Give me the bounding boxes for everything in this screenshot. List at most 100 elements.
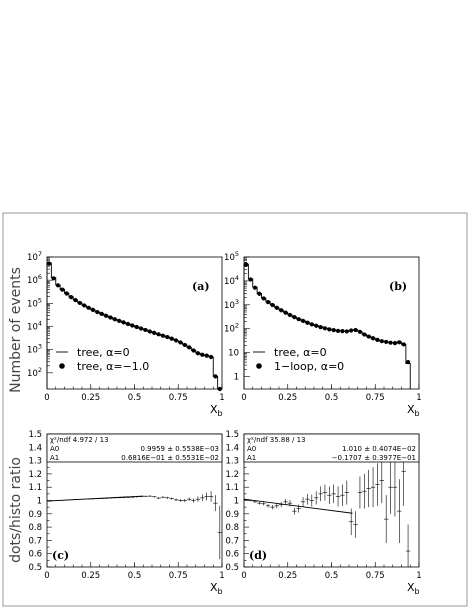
- data-point: [60, 287, 65, 292]
- data-point: [353, 327, 358, 333]
- y-tick-label: 1: [37, 497, 42, 507]
- data-point: [257, 291, 262, 296]
- fit-a1-value: −0.1707 ± 0.3977E−01: [332, 454, 416, 462]
- data-point: [287, 312, 293, 318]
- x-tick-label: 0.25: [278, 571, 297, 581]
- data-point: [392, 340, 398, 346]
- y-tick-label: 103: [224, 298, 239, 311]
- data-point: [252, 285, 258, 290]
- y-tick-label: 0.7: [28, 536, 42, 546]
- data-point: [248, 277, 253, 282]
- x-tick-label: 0.5: [128, 393, 142, 403]
- y-axis-label-bottom: dots/histo ratio: [8, 457, 24, 563]
- y-tick-label: 0.8: [28, 523, 42, 533]
- data-point: [165, 334, 170, 340]
- y-tick-label: 1.4: [225, 443, 239, 453]
- y-tick-label: 1.3: [28, 457, 42, 467]
- y-tick-exponent: 3: [38, 343, 42, 351]
- y-tick-exponent: 3: [235, 298, 239, 306]
- data-point: [117, 318, 122, 323]
- y-tick-base: 10: [27, 253, 38, 263]
- y-tick-label: 1: [234, 373, 239, 383]
- panel-a: 0 0.25 0.5 0.75 1Xb102103104105106107(a)tree…: [27, 250, 225, 418]
- data-point: [112, 317, 117, 322]
- data-point: [108, 315, 113, 320]
- data-point: [173, 338, 179, 343]
- y-tick-base: 10: [224, 277, 235, 287]
- y-tick-exponent: 2: [235, 322, 239, 330]
- data-point: [397, 340, 402, 345]
- data-point: [55, 283, 61, 288]
- data-point: [182, 342, 187, 348]
- x-tick-label: 0.75: [169, 571, 188, 581]
- legend-entry: tree, α=0: [274, 346, 327, 359]
- data-point: [160, 333, 166, 338]
- fit-a0-value: 0.9959 ± 0.5538E−03: [141, 445, 220, 453]
- y-tick-base: 10: [27, 276, 38, 286]
- fit-a0-value: 1.010 ± 0.4074E−02: [342, 445, 416, 453]
- fit-stats-box: [243, 433, 420, 463]
- y-tick-label: 10: [228, 349, 239, 359]
- data-point: [357, 329, 363, 334]
- data-point: [187, 345, 192, 350]
- y-tick-base: 10: [224, 253, 235, 263]
- fit-a1-label: A1: [50, 454, 59, 462]
- x-axis-label-subscript: b: [218, 587, 223, 596]
- data-point: [147, 329, 152, 334]
- legend-marker-dot: [256, 363, 262, 369]
- data-point: [327, 327, 332, 332]
- data-point: [384, 339, 389, 345]
- y-tick-label: 106: [27, 273, 42, 286]
- y-tick-base: 10: [27, 322, 38, 332]
- y-tick-label: 104: [27, 319, 42, 332]
- y-tick-label: 1.2: [225, 470, 239, 480]
- y-tick-label: 0.5: [28, 563, 42, 573]
- y-tick-exponent: 6: [38, 273, 42, 281]
- y-tick-label: 0.5: [225, 563, 239, 573]
- data-point: [103, 313, 109, 318]
- data-point: [305, 320, 310, 325]
- data-point: [191, 348, 196, 353]
- panel-c: 0 0.25 0.5 0.75 1Xb0.50.60.70.80.911.11.21.3…: [28, 430, 224, 596]
- y-tick-base: 10: [27, 369, 38, 379]
- data-point: [292, 315, 297, 320]
- data-point: [296, 317, 301, 322]
- x-tick-label: 1: [219, 571, 224, 581]
- y-tick-label: 102: [27, 366, 42, 379]
- x-tick-label: 0.5: [325, 393, 339, 403]
- fit-a0-label: A0: [247, 445, 256, 453]
- data-point: [204, 353, 209, 358]
- data-point: [125, 321, 131, 327]
- data-point: [344, 329, 349, 334]
- data-point: [261, 296, 266, 301]
- y-tick-label: 1.3: [225, 457, 239, 467]
- x-tick-label: 0.5: [325, 571, 339, 581]
- panel-label: (c): [52, 549, 69, 562]
- data-point: [64, 291, 69, 296]
- y-tick-exponent: 4: [235, 274, 239, 282]
- x-tick-label: 0.25: [81, 393, 100, 403]
- x-tick-label: 0.25: [81, 571, 100, 581]
- data-point: [375, 337, 380, 342]
- panel-d: 0 0.25 0.5 0.75 1Xb0.50.60.70.80.911.11.21.3…: [225, 430, 421, 596]
- y-tick-exponent: 7: [38, 250, 42, 258]
- data-point: [349, 328, 354, 333]
- data-point: [401, 342, 406, 347]
- legend-marker-dot: [59, 363, 65, 369]
- y-tick-label: 0.6: [28, 550, 42, 560]
- x-tick-label: 0.25: [278, 393, 297, 403]
- data-point: [270, 302, 275, 308]
- legend-entry: tree, α=−1.0: [77, 360, 149, 373]
- data-point: [331, 328, 336, 333]
- data-point: [169, 336, 174, 341]
- data-point: [51, 276, 56, 281]
- fit-a0-label: A0: [50, 445, 59, 453]
- y-tick-base: 1: [234, 373, 239, 383]
- x-axis-label: Xb: [210, 403, 223, 418]
- y-tick-label: 104: [224, 274, 239, 287]
- data-point: [99, 311, 104, 316]
- y-tick-base: 10: [27, 346, 38, 356]
- y-tick-label: 1.2: [28, 470, 42, 480]
- data-point: [335, 328, 341, 333]
- data-point: [47, 261, 52, 266]
